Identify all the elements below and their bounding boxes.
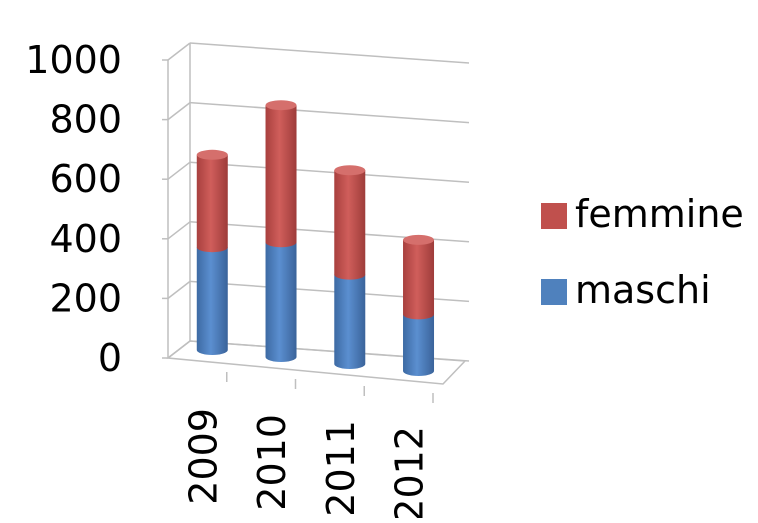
bar-maschi-2011	[334, 274, 366, 369]
x-tick-label: 2012	[388, 426, 432, 518]
bar-body	[334, 170, 366, 280]
legend-swatch-maschi	[541, 279, 567, 305]
legend-label-femmine: femmine	[575, 192, 744, 236]
bar-femmine-2012	[403, 234, 435, 320]
gridline-side	[167, 161, 191, 180]
y-tick-label: 600	[49, 157, 122, 201]
y-tick-label: 400	[49, 217, 122, 261]
y-axis-ticks: 0 200 400 600 800 1000	[25, 38, 122, 380]
bar-cap	[334, 165, 366, 176]
bar-body	[196, 154, 228, 253]
bar-body	[265, 105, 297, 248]
y-tick-label: 200	[49, 276, 122, 320]
bar-femmine-2009	[196, 149, 228, 253]
gridline-side	[167, 340, 191, 359]
bar-body	[334, 274, 366, 369]
bar-body	[265, 242, 297, 362]
bar-body	[196, 247, 228, 355]
bar-maschi-2010	[265, 242, 297, 362]
bar-maschi-2012	[403, 314, 435, 377]
bar-femmine-2010	[265, 100, 297, 248]
legend: femmine maschi	[541, 192, 744, 312]
gridline-side	[167, 280, 191, 299]
gridline-side	[167, 102, 191, 121]
y-tick-label: 800	[49, 98, 122, 142]
bar-maschi-2009	[196, 247, 228, 355]
x-tick-label: 2010	[250, 414, 294, 511]
gridline	[189, 101, 470, 124]
bar-body	[403, 239, 435, 320]
bars	[196, 100, 435, 377]
legend-label-maschi: maschi	[575, 268, 711, 312]
y-tick-label: 1000	[25, 38, 122, 82]
gridline-side	[167, 42, 191, 61]
gridline	[189, 42, 470, 64]
x-tick-label: 2009	[181, 408, 225, 505]
bar-cap	[265, 100, 297, 111]
gridline	[189, 161, 470, 183]
legend-swatch-femmine	[541, 203, 567, 229]
bar-femmine-2011	[334, 165, 366, 280]
gridlines	[162, 42, 470, 362]
y-tick-label: 0	[98, 336, 122, 380]
bar-cap	[196, 149, 228, 160]
x-tick-label: 2011	[319, 420, 363, 517]
x-axis-ticks: 2009 2010 2011 2012	[181, 372, 434, 523]
bar-cap	[403, 234, 435, 245]
gridline-side	[167, 221, 191, 240]
bar-body	[403, 314, 435, 377]
